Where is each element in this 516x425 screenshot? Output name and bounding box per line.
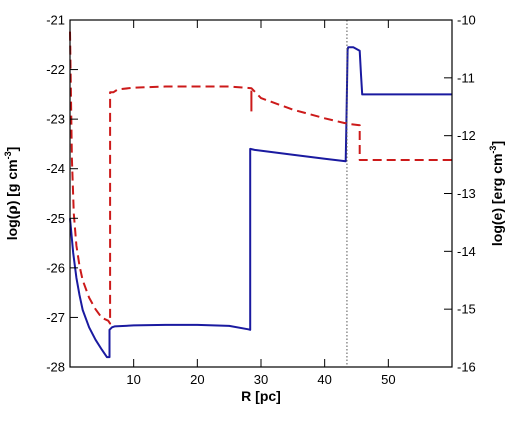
energy-series-line-1 xyxy=(69,31,452,325)
tick-layer xyxy=(70,19,452,368)
x-axis-title: R [pc] xyxy=(241,388,281,404)
y-left-tick-label: -21 xyxy=(46,13,65,28)
y-right-tick-label: -16 xyxy=(457,360,476,375)
y-right-tick-label: -13 xyxy=(457,186,476,201)
x-tick-label: 30 xyxy=(254,372,268,387)
y-left-tick-label: -27 xyxy=(46,310,65,325)
y-left-tick-label: -22 xyxy=(46,62,65,77)
y-right-tick-label: -10 xyxy=(457,13,476,28)
y-left-title-base: log( xyxy=(4,214,20,240)
y-left-tick-label: -25 xyxy=(46,211,65,226)
y-right-title-base: log(e) [erg cm xyxy=(489,154,505,247)
y-left-title-rest: ) [g cm xyxy=(4,159,20,205)
y-left-title-symbol: ρ xyxy=(5,205,21,214)
series-layer xyxy=(69,31,452,359)
y-left-tick-label: -23 xyxy=(46,112,65,127)
y-left-tick-label: -28 xyxy=(46,360,65,375)
plot-frame xyxy=(69,19,453,368)
density-series-line-0 xyxy=(69,46,452,359)
x-tick-label: 50 xyxy=(381,372,395,387)
y-left-title-end: ] xyxy=(4,147,20,152)
y-right-tick-label: -14 xyxy=(457,244,476,259)
y-axis-right-title: log(e) [erg cm-3] xyxy=(488,141,505,246)
y-left-title-sup: -3 xyxy=(3,151,13,159)
x-tick-label: 40 xyxy=(317,372,331,387)
y-right-title-end: ] xyxy=(489,141,505,146)
y-right-title-sup: -3 xyxy=(488,146,498,154)
label-layer: 10 20 30 40 50 -28 -27 -26 -25 -24 -23 -22 -21 -16 -15… xyxy=(46,13,476,388)
y-left-tick-label: -24 xyxy=(46,161,65,176)
y-left-tick-label: -26 xyxy=(46,260,65,275)
y-axis-left-title: log(ρ) [g cm-3] xyxy=(3,147,21,241)
y-right-tick-label: -12 xyxy=(457,128,476,143)
x-tick-label: 20 xyxy=(190,372,204,387)
x-tick-label: 10 xyxy=(126,372,140,387)
y-right-tick-label: -15 xyxy=(457,302,476,317)
y-right-tick-label: -11 xyxy=(457,70,475,85)
